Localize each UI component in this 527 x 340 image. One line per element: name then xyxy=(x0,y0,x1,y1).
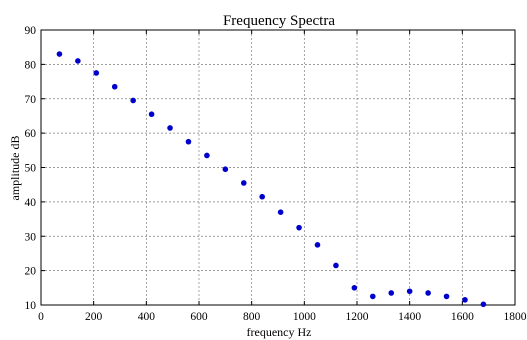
y-tick-label: 50 xyxy=(25,163,37,175)
data-point xyxy=(130,97,136,104)
x-tick-label: 0 xyxy=(38,311,44,323)
y-tick-label: 10 xyxy=(25,300,37,312)
data-point xyxy=(111,83,118,90)
y-axis-label: amplitude dB xyxy=(8,136,22,201)
data-point xyxy=(333,262,339,269)
data-points xyxy=(56,51,487,308)
data-point xyxy=(259,193,266,200)
x-tick-label: 400 xyxy=(138,311,156,323)
x-tick-labels: 0 200 400 600 800 1000 1200 1400 1600 1800 xyxy=(38,311,527,323)
y-tick-label: 90 xyxy=(25,25,37,37)
data-point xyxy=(480,301,487,308)
data-point xyxy=(314,242,321,248)
x-tick-label: 1400 xyxy=(398,311,421,323)
data-point xyxy=(388,290,395,296)
data-point xyxy=(222,166,229,173)
y-tick-label: 70 xyxy=(25,94,37,106)
x-axis-label: frequency Hz xyxy=(247,325,312,339)
data-point xyxy=(185,138,192,145)
data-point xyxy=(462,297,468,303)
data-point xyxy=(75,58,81,64)
x-tick-label: 1600 xyxy=(451,311,474,323)
data-point xyxy=(204,152,210,159)
data-point xyxy=(277,209,284,215)
y-tick-label: 20 xyxy=(25,266,37,278)
y-tick-labels: 10 20 30 40 50 60 70 80 90 xyxy=(25,25,37,312)
data-point xyxy=(167,125,173,131)
x-tick-label: 1800 xyxy=(504,311,527,323)
data-point xyxy=(351,285,358,291)
data-point xyxy=(240,180,247,186)
data-point xyxy=(296,224,302,231)
x-tick-label: 200 xyxy=(85,311,103,323)
y-tick-label: 60 xyxy=(25,128,37,140)
chart-title: Frequency Spectra xyxy=(223,13,335,29)
x-tick-label: 1000 xyxy=(293,311,316,323)
y-tick-label: 40 xyxy=(25,197,37,209)
x-tick-label: 600 xyxy=(190,311,208,323)
x-tick-label: 1200 xyxy=(346,311,369,323)
axis-ticks xyxy=(40,29,516,306)
grid-lines xyxy=(41,30,515,305)
data-point xyxy=(148,111,155,118)
x-tick-label: 800 xyxy=(243,311,261,323)
y-tick-label: 80 xyxy=(25,59,37,71)
data-point xyxy=(425,290,431,296)
data-point xyxy=(370,293,376,300)
data-point xyxy=(56,51,63,57)
data-point xyxy=(406,288,413,295)
y-tick-label: 30 xyxy=(25,231,37,243)
data-point xyxy=(93,70,100,76)
data-point xyxy=(443,293,450,300)
